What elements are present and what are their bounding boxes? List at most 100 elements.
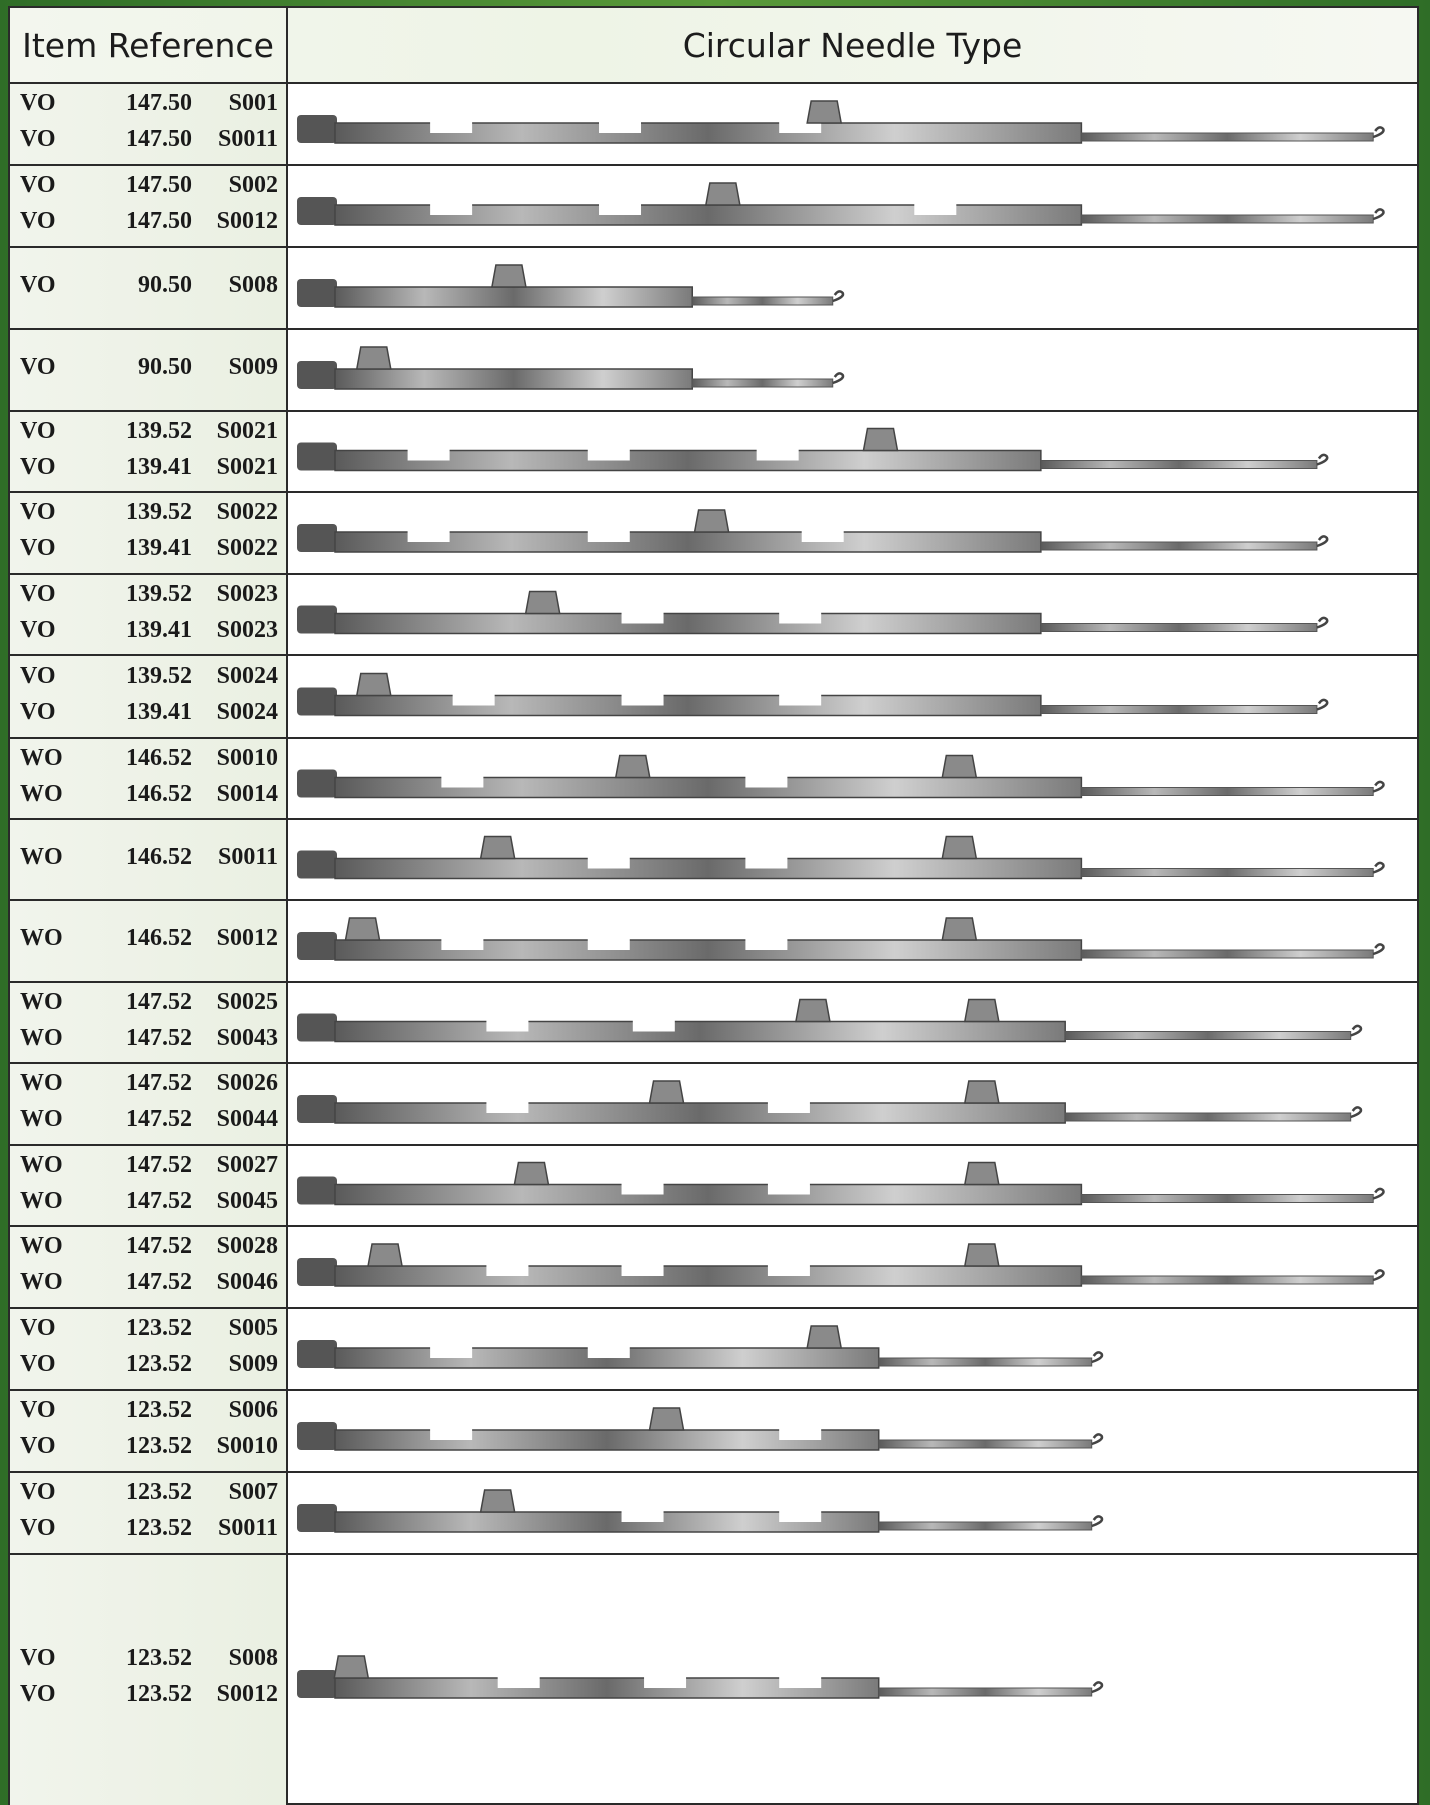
- needle-code: S0010: [216, 744, 278, 771]
- item-reference-line: VO 139.52 S0021: [20, 418, 280, 452]
- needle-trick: [407, 531, 450, 542]
- needle-gauge: 123.52: [126, 1645, 192, 1671]
- needle-trick: [745, 939, 788, 950]
- needle-trick: [745, 776, 788, 788]
- item-reference-line: VO 147.50 S001: [20, 90, 280, 124]
- needle-stem: [1080, 949, 1374, 959]
- needle-stem: [1080, 214, 1374, 224]
- table-row: WO 146.52 S0010 WO 146.52 S0014: [10, 739, 1417, 820]
- needle-gauge: 139.52: [126, 662, 192, 689]
- item-reference-line: WO 146.52 S0012: [20, 925, 280, 959]
- needle-hook: [1091, 1433, 1104, 1446]
- needle-trick: [587, 857, 630, 869]
- needle-series: WO: [20, 1151, 63, 1178]
- needle-gauge: 146.52: [126, 780, 192, 807]
- item-reference-line: WO 146.52 S0011: [20, 844, 280, 878]
- table-row: VO 147.50 S002 VO 147.50 S0012: [10, 166, 1417, 248]
- needle-stem: [1040, 705, 1318, 714]
- item-reference-line: VO 139.52 S0024: [20, 663, 280, 697]
- item-reference-line: VO 123.52 S0012: [20, 1681, 280, 1715]
- needle-trick: [587, 1347, 630, 1358]
- needle-series: WO: [20, 1024, 63, 1051]
- needle-series: VO: [20, 208, 56, 234]
- needle-code: S0025: [216, 988, 278, 1015]
- table-row: VO 139.52 S0023 VO 139.41 S0023: [10, 575, 1417, 656]
- needle-hook: [1091, 1351, 1104, 1364]
- needle-series: WO: [20, 925, 63, 951]
- needle-gauge: 139.41: [126, 535, 192, 561]
- needle-diagram: [297, 346, 845, 390]
- needle-code: S0022: [216, 535, 278, 561]
- needle-trick: [430, 204, 473, 215]
- table-row: VO 123.52 S006 VO 123.52 S0010: [10, 1391, 1417, 1473]
- needle-hook: [1372, 1187, 1385, 1200]
- needle-trick: [430, 1429, 473, 1440]
- item-reference-line: WO 147.52 S0027: [20, 1152, 280, 1186]
- needle-gauge: 147.52: [126, 1024, 192, 1051]
- table-row: WO 147.52 S0028 WO 147.52 S0046: [10, 1227, 1417, 1309]
- needle-trick: [486, 1265, 529, 1276]
- needle-gauge: 123.52: [126, 1397, 192, 1423]
- item-reference-line: WO 147.52 S0044: [20, 1106, 280, 1140]
- needle-gauge: 147.52: [126, 1106, 192, 1132]
- needle-trick: [599, 204, 642, 215]
- item-reference-line: VO 123.52 S0011: [20, 1515, 280, 1549]
- needle-code: S0012: [216, 1681, 278, 1707]
- needle-trick: [779, 1677, 822, 1688]
- item-reference-heading: Item Reference: [22, 25, 274, 65]
- needle-code: S0012: [216, 925, 278, 951]
- needle-heel: [297, 769, 337, 798]
- needle-trick: [801, 531, 844, 542]
- needle-code: S0012: [216, 208, 278, 234]
- needle-trick: [599, 122, 642, 133]
- needle-code: S0028: [216, 1233, 278, 1259]
- needle-heel: [297, 932, 337, 960]
- needle-heel: [297, 115, 337, 143]
- needle-hook: [1350, 1106, 1363, 1119]
- circular-needle-type-heading: Circular Needle Type: [682, 25, 1023, 65]
- needle-series: VO: [20, 1515, 56, 1541]
- needle-stem: [878, 1687, 1093, 1697]
- needle-trick: [767, 1102, 810, 1113]
- needle-butt: [963, 1161, 1000, 1186]
- needle-trick: [632, 1020, 675, 1032]
- needle-butt: [795, 998, 831, 1023]
- item-reference-line: VO 139.41 S0021: [20, 454, 280, 488]
- needle-hook: [1316, 616, 1329, 629]
- needle-hook: [1372, 1269, 1385, 1282]
- needle-hook: [1091, 1515, 1104, 1528]
- item-reference-line: VO 123.52 S007: [20, 1479, 280, 1513]
- needle-stem: [1040, 460, 1318, 469]
- needle-series: WO: [20, 744, 63, 771]
- item-reference-line: VO 123.52 S009: [20, 1351, 280, 1385]
- needle-heel: [297, 1670, 337, 1698]
- item-reference-line: VO 139.41 S0023: [20, 617, 280, 651]
- needle-butt: [963, 998, 1000, 1023]
- needle-diagram: [297, 264, 845, 308]
- needle-gauge: 139.52: [126, 580, 192, 607]
- needle-code: S0043: [216, 1024, 278, 1051]
- needle-series: VO: [20, 1681, 56, 1707]
- item-reference-line: VO 139.41 S0022: [20, 535, 280, 569]
- item-reference-line: WO 146.52 S0014: [20, 781, 280, 815]
- needle-series: VO: [20, 1351, 56, 1377]
- needle-gauge: 139.41: [126, 453, 192, 480]
- needle-stem: [1064, 1112, 1352, 1122]
- needle-trick: [430, 122, 473, 133]
- needle-series: VO: [20, 272, 56, 298]
- needle-stem: [878, 1521, 1093, 1531]
- needle-series: WO: [20, 1070, 63, 1096]
- needle-trick: [486, 1102, 529, 1113]
- needle-series: WO: [20, 1233, 63, 1259]
- item-reference-line: VO 123.52 S0010: [20, 1433, 280, 1467]
- needle-stem: [878, 1357, 1093, 1367]
- needle-stem: [1080, 787, 1374, 796]
- reference-column-background: [10, 84, 286, 1805]
- needle-code: S009: [228, 354, 278, 380]
- item-reference-line: VO 147.50 S0012: [20, 208, 280, 242]
- item-reference-line: VO 90.50 S008: [20, 272, 280, 306]
- needle-trick: [621, 1265, 664, 1276]
- needle-butt: [513, 1161, 550, 1186]
- needle-diagram: [297, 100, 1385, 144]
- needle-gauge: 123.52: [126, 1351, 192, 1377]
